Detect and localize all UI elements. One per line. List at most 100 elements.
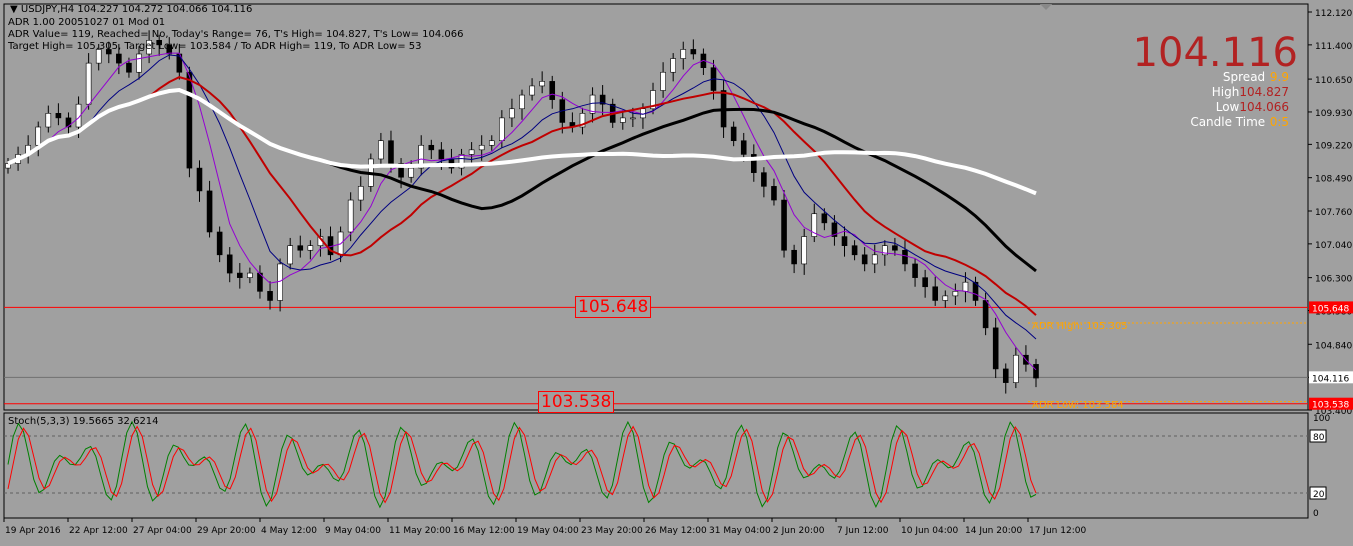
bear-candle (851, 245, 858, 256)
level-label-lower[interactable]: 103.538 (538, 391, 615, 413)
bear-candle (771, 186, 777, 201)
stoch-signal-line (7, 425, 1037, 504)
x-tick-label: 9 May 04:00 (325, 526, 381, 536)
stoch-level-tag (1309, 429, 1327, 443)
price-panel-frame (3, 3, 1309, 411)
bull-candle (670, 58, 676, 73)
bear-candle (932, 286, 939, 301)
y-tick-label: 112.120 (1315, 9, 1352, 19)
bear-candle (297, 245, 304, 251)
bear-candle (1033, 364, 1039, 379)
adr-line-2: ADR Value= 119, Reached= No, Today's Ran… (8, 29, 464, 40)
stoch-axis-label: 100 (1313, 414, 1330, 424)
stoch-axis-label: 20 (1313, 490, 1325, 500)
axis-tag-lower: 103.538 (1312, 401, 1349, 411)
y-tick-label: 109.220 (1315, 141, 1352, 151)
bear-candle (992, 327, 999, 370)
adr-line-3: Target High= 105.305, Target Low= 103.58… (8, 41, 422, 52)
ma-white-line (7, 87, 1037, 196)
x-tick-label: 7 Jun 12:00 (837, 526, 889, 536)
bull-candle (85, 62, 92, 105)
bull-candle (408, 167, 414, 178)
x-tick-label: 23 May 20:00 (581, 526, 643, 536)
axis-tag-upper-bg (1309, 301, 1353, 314)
level-label-upper[interactable]: 105.648 (575, 296, 652, 318)
bear-candle (206, 190, 213, 233)
bear-candle (267, 291, 273, 301)
x-tick-label: 29 Apr 20:00 (197, 526, 256, 536)
bear-candle (226, 254, 233, 274)
x-tick-label: 26 May 12:00 (645, 526, 707, 536)
collapse-triangle-icon[interactable]: ▼ (10, 4, 18, 15)
bull-candle (952, 291, 959, 297)
y-tick-label: 109.930 (1315, 109, 1352, 119)
bear-candle (791, 249, 797, 265)
bull-candle (680, 49, 687, 59)
bull-candle (347, 199, 354, 233)
bear-candle (892, 245, 898, 251)
bull-candle (247, 272, 253, 278)
bull-candle (45, 113, 52, 128)
high-label: High (1211, 85, 1240, 99)
bear-candle (902, 249, 908, 265)
bull-candle (468, 149, 475, 155)
x-tick-label: 10 Jun 04:00 (901, 526, 958, 536)
ma-red-line (7, 76, 1037, 316)
bear-candle (196, 167, 203, 192)
high-value: 104.827 (1239, 85, 1289, 99)
y-tick-label: 108.490 (1315, 175, 1352, 185)
bear-candle (166, 44, 173, 55)
bull-candle (529, 85, 535, 96)
y-tick-label: 103.400 (1315, 407, 1352, 417)
bear-candle (912, 263, 918, 278)
x-tick-label: 16 May 12:00 (453, 526, 515, 536)
bear-candle (105, 49, 112, 55)
adr-high-label: ADR High: 105.305 (1032, 321, 1128, 332)
bull-candle (630, 117, 636, 120)
bull-candle (579, 113, 586, 128)
bull-candle (811, 213, 818, 237)
symbol-ohlc: USDJPY,H4 104.227 104.272 104.066 104.11… (20, 4, 253, 15)
bear-candle (428, 144, 435, 151)
bear-candle (186, 71, 193, 169)
bull-candle (509, 108, 515, 119)
bull-candle (277, 263, 283, 301)
x-tick-label: 19 May 04:00 (517, 526, 579, 536)
bull-candle (357, 186, 364, 201)
bull-candle (35, 126, 42, 146)
spread-value: 9.9 (1269, 70, 1289, 84)
y-tick-label: 104.840 (1315, 341, 1352, 351)
bear-candle (65, 117, 72, 128)
bull-candle (307, 245, 314, 251)
low-value: 104.066 (1239, 100, 1289, 114)
big-price: 104.116 (1132, 30, 1298, 76)
x-tick-label: 19 Apr 2016 (5, 526, 61, 536)
bear-candle (841, 236, 848, 246)
price-info-panel: Spread 9.9 High104.827 Low104.066 Candle… (1190, 70, 1289, 130)
x-tick-label: 27 Apr 04:00 (133, 526, 192, 536)
bear-candle (237, 272, 243, 278)
adr-line-1: ADR 1.00 20051027 01 Mod 01 (8, 17, 166, 28)
bull-candle (499, 117, 505, 142)
bull-candle (660, 71, 666, 91)
bear-candle (761, 172, 767, 187)
bear-candle (549, 81, 556, 100)
bull-candle (539, 81, 545, 87)
bear-candle (781, 199, 787, 251)
bear-candle (438, 149, 445, 160)
bear-candle (821, 213, 828, 224)
x-tick-label: 11 May 20:00 (389, 526, 451, 536)
low-label: Low (1215, 100, 1240, 114)
bull-candle (418, 144, 425, 169)
bear-candle (751, 154, 757, 173)
bull-candle (458, 154, 465, 169)
x-tick-label: 31 May 04:00 (709, 526, 771, 536)
bull-candle (619, 117, 626, 123)
bear-candle (156, 39, 162, 46)
scroll-marker-icon (1040, 4, 1052, 10)
bull-candle (1013, 354, 1019, 383)
bull-candle (488, 140, 495, 146)
bear-candle (388, 140, 394, 164)
